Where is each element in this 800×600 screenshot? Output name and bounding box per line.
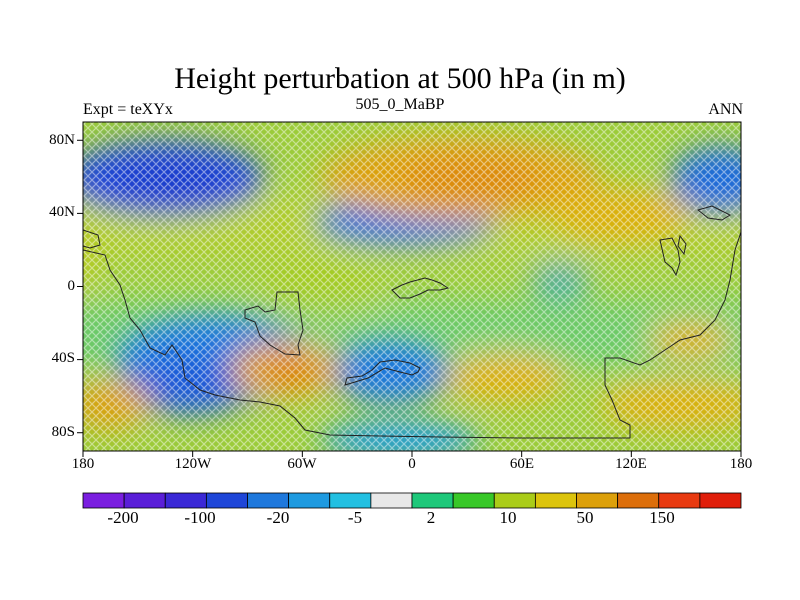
colorbar-tick-label: 2	[426, 508, 436, 527]
lon-label: 180	[71, 456, 95, 472]
season-label: ANN	[708, 101, 743, 118]
colorbar-swatch	[534, 492, 577, 509]
lat-label: 0	[67, 278, 76, 294]
colorbar-swatch	[576, 492, 619, 509]
lat-label: 40N	[49, 204, 75, 220]
colorbar-tick-label: 10	[499, 508, 517, 527]
lon-label: 60W	[287, 456, 317, 472]
lat-label: 80S	[51, 424, 75, 440]
colorbar-swatch	[493, 492, 536, 509]
lon-label: 120E	[615, 456, 647, 472]
colorbar-swatch	[205, 492, 248, 509]
colorbar-swatch	[411, 492, 454, 509]
coastlines	[83, 205, 741, 439]
colorbar	[82, 492, 742, 509]
colorbar-tick-label: 150	[649, 508, 675, 527]
colorbar-swatch	[82, 492, 125, 509]
axis-ticks	[77, 139, 742, 457]
lon-label: 180	[729, 456, 753, 472]
colorbar-tick-label: -200	[107, 508, 139, 527]
plot-title: Height perturbation at 500 hPa (in m)	[174, 62, 626, 95]
experiment-label: Expt = teXYx	[83, 101, 173, 118]
colorbar-swatch	[288, 492, 331, 509]
case-label: 505_0_MaBP	[355, 96, 445, 113]
colorbar-swatch	[164, 492, 207, 509]
colorbar-swatch	[452, 492, 495, 509]
lon-label: 120W	[174, 456, 212, 472]
colorbar-swatch	[370, 492, 413, 509]
colorbar-swatch	[247, 492, 290, 509]
lon-label: 60E	[509, 456, 535, 472]
colorbar-tick-label: -100	[184, 508, 216, 527]
colorbar-swatch	[658, 492, 701, 509]
colorbar-swatch	[329, 492, 372, 509]
lat-label: 80N	[49, 132, 75, 148]
colorbar-swatch	[123, 492, 166, 509]
colorbar-swatch	[617, 492, 660, 509]
lon-label: 0	[408, 456, 416, 472]
colorbar-tick-label: -5	[347, 508, 363, 527]
contour-field	[83, 122, 741, 451]
colorbar-swatch	[699, 492, 742, 509]
lat-label: 40S	[51, 350, 75, 366]
colorbar-tick-label: -20	[266, 508, 290, 527]
hatch-overlay	[83, 122, 741, 451]
colorbar-tick-label: 50	[576, 508, 594, 527]
